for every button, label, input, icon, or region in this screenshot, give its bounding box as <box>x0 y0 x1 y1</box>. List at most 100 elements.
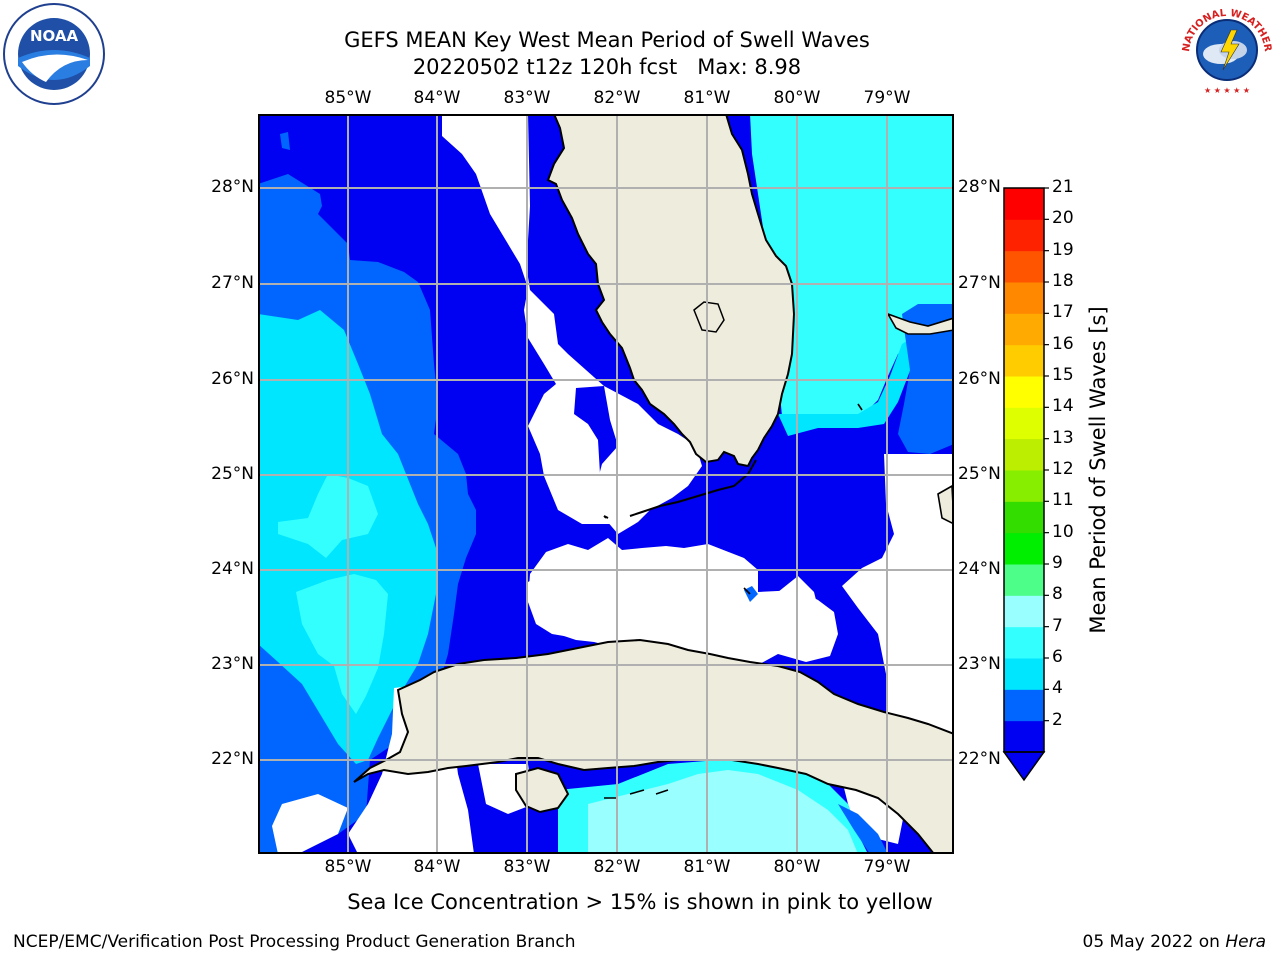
graticule <box>258 114 954 854</box>
colorbar-tick-label: 16 <box>1052 333 1074 354</box>
colorbar-bin <box>1004 689 1044 722</box>
colorbar-tick-label: 14 <box>1052 396 1074 417</box>
map-panel <box>258 114 954 854</box>
lat-label-right: 24°N <box>958 559 1001 579</box>
colorbar-tick-label: 10 <box>1052 521 1074 542</box>
colorbar-tick-label: 15 <box>1052 365 1074 385</box>
colorbar-tick-label: 9 <box>1052 553 1063 573</box>
colorbar-bin <box>1004 438 1044 471</box>
land-florida <box>546 114 796 468</box>
colorbar-bin <box>1004 501 1044 534</box>
chart-title: GEFS MEAN Key West Mean Period of Swell … <box>344 28 870 52</box>
colorbar-bin <box>1004 376 1044 408</box>
footer-credit: NCEP/EMC/Verification Post Processing Pr… <box>13 932 576 952</box>
colorbar-tick-label: 4 <box>1052 678 1063 699</box>
colorbar-bin <box>1004 250 1044 283</box>
svg-text:★ ★ ★ ★ ★: ★ ★ ★ ★ ★ <box>1204 86 1250 95</box>
lat-label-left: 28°N <box>211 177 254 197</box>
colorbar-extend-arrow <box>1002 751 1046 782</box>
colorbar-tick-label: 12 <box>1052 459 1074 479</box>
colorbar-tick-label: 21 <box>1052 177 1074 197</box>
colorbar-tick-label: 18 <box>1052 271 1074 291</box>
islet-b <box>743 587 751 595</box>
lat-label-right: 26°N <box>958 369 1001 389</box>
colorbar-tick-label: 20 <box>1052 208 1074 229</box>
colorbar <box>1000 186 1050 786</box>
swell-patch-4-6-straits <box>744 586 758 602</box>
land-grand-bahama <box>886 312 954 335</box>
sea-ice-note: Sea Ice Concentration > 15% is shown in … <box>347 890 933 914</box>
colorbar-bin <box>1004 626 1044 659</box>
map-svg <box>258 114 954 854</box>
swell-band-7-8-left-b <box>296 574 388 714</box>
colorbar-tick-label: 6 <box>1052 647 1063 667</box>
noaa-logo: NOAA <box>2 2 106 106</box>
islet-c <box>603 515 607 519</box>
lat-label-right: 22°N <box>958 749 1001 769</box>
land-cuba <box>353 638 954 854</box>
footer-date-text: 05 May 2022 on <box>1082 932 1226 952</box>
colorbar-bin <box>1004 282 1044 314</box>
colorbar-label-text: Mean Period of Swell Waves [s] <box>1086 306 1110 634</box>
lat-label-right: 25°N <box>958 464 1001 484</box>
lon-label-top: 81°W <box>683 88 731 108</box>
colorbar-tick-label: 7 <box>1052 615 1063 636</box>
land-isle-of-youth <box>515 766 570 814</box>
cays-south <box>604 789 669 799</box>
lon-label-top: 85°W <box>324 88 372 108</box>
lon-label-bottom: 85°W <box>324 857 372 877</box>
footer-date: 05 May 2022 on Hera <box>1083 932 1267 952</box>
swell-band-8-9-caribbean <box>588 770 858 854</box>
map-frame <box>258 114 954 854</box>
colorbar-bin <box>1004 188 1044 220</box>
lat-label-left: 23°N <box>211 654 254 674</box>
colorbar-bin <box>1004 658 1044 690</box>
lon-label-top: 84°W <box>413 88 461 108</box>
colorbar-tick-label: 13 <box>1052 427 1074 448</box>
swell-band-4-6-caribbean-edge <box>838 804 888 854</box>
colorbar-bin <box>1004 532 1044 565</box>
lon-label-bottom: 79°W <box>863 857 911 877</box>
colorbar-tick-label: 19 <box>1052 239 1074 260</box>
swell-patch-4-6-gulf <box>414 422 420 432</box>
lon-label-bottom: 84°W <box>413 857 461 877</box>
colorbar-bin <box>1004 344 1044 377</box>
lon-label-bottom: 80°W <box>773 857 821 877</box>
colorbar-bin <box>1004 720 1044 753</box>
colorbar-bin <box>1004 564 1044 596</box>
colorbar-bin <box>1004 470 1044 502</box>
colorbar-bin <box>1004 595 1044 628</box>
swell-band-7-8-left-a <box>278 474 378 558</box>
lat-label-left: 26°N <box>211 369 254 389</box>
svg-text:NOAA: NOAA <box>30 27 79 45</box>
colorbar-bin <box>1004 219 1044 252</box>
lon-label-bottom: 83°W <box>503 857 551 877</box>
colorbar-tick-label: 2 <box>1052 709 1063 730</box>
lon-label-top: 83°W <box>503 88 551 108</box>
lat-label-left: 24°N <box>211 559 254 579</box>
lat-label-right: 23°N <box>958 654 1001 674</box>
lat-label-right: 27°N <box>958 273 1001 293</box>
colorbar-tick-label: 11 <box>1052 490 1074 511</box>
lat-label-left: 22°N <box>211 749 254 769</box>
nws-logo: NATIONAL WEATHER SERVICE ★ ★ ★ ★ ★ <box>1173 0 1277 100</box>
lon-label-bottom: 82°W <box>593 857 641 877</box>
islet-a <box>857 403 863 411</box>
footer-machine: Hera <box>1225 932 1266 952</box>
colorbar-bin <box>1004 313 1044 346</box>
lat-label-right: 28°N <box>958 177 1001 197</box>
florida-keys <box>629 459 757 517</box>
lon-label-top: 82°W <box>593 88 641 108</box>
colorbar-tick-label: 8 <box>1052 584 1063 605</box>
colorbar-svg <box>1002 187 1049 782</box>
swell-patch-4-6-nw <box>280 132 290 150</box>
lon-label-top: 79°W <box>863 88 911 108</box>
lat-label-left: 25°N <box>211 464 254 484</box>
land-andros <box>937 484 954 525</box>
lon-label-top: 80°W <box>773 88 821 108</box>
colorbar-tick-label: 17 <box>1052 302 1074 323</box>
swell-band-6-7-atlantic <box>778 314 930 436</box>
colorbar-bin <box>1004 407 1044 440</box>
lon-label-bottom: 81°W <box>683 857 731 877</box>
chart-subtitle: 20220502 t12z 120h fcst Max: 8.98 <box>412 55 802 79</box>
